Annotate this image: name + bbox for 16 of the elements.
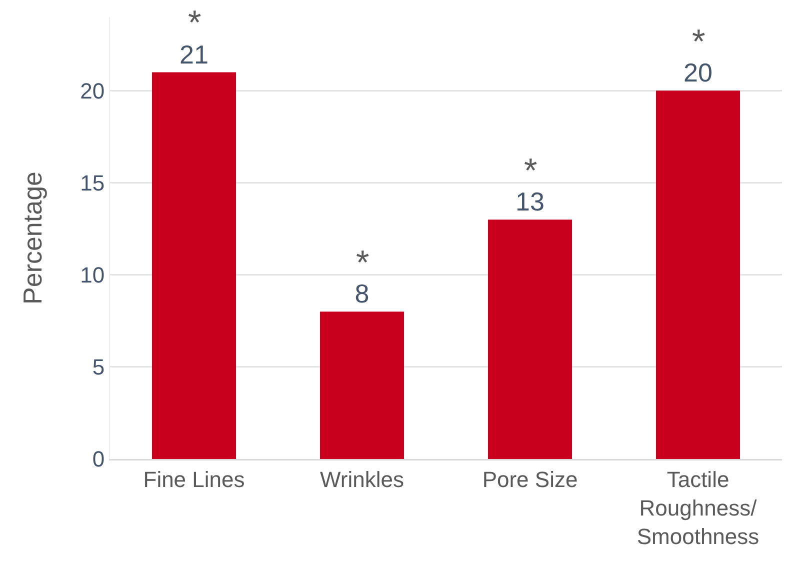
bar bbox=[320, 312, 404, 459]
y-tick-label: 10 bbox=[80, 262, 105, 288]
annotation: * bbox=[188, 4, 202, 42]
y-axis-title: Percentage bbox=[18, 172, 48, 304]
y-tick-label: 20 bbox=[80, 78, 105, 104]
y-tick-label: 15 bbox=[80, 170, 105, 196]
bar bbox=[656, 90, 740, 459]
bar bbox=[152, 72, 236, 459]
data-label: 21 bbox=[180, 39, 208, 70]
bar bbox=[488, 220, 572, 459]
x-tick-label: Pore Size bbox=[482, 466, 578, 492]
y-tick-label: 0 bbox=[92, 446, 105, 472]
y-tick-label: 5 bbox=[92, 354, 105, 380]
x-tick-label: Fine Lines bbox=[143, 466, 245, 492]
x-tick-label: Tactile Roughness/ Smoothness bbox=[636, 466, 760, 550]
x-tick-label: Wrinkles bbox=[320, 466, 404, 492]
